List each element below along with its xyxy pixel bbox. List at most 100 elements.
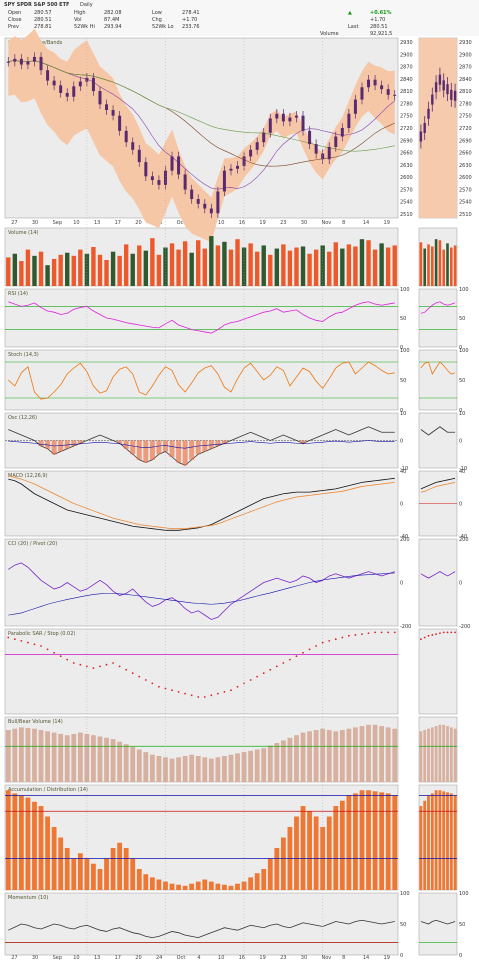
price-scale-label: 2600 — [400, 175, 413, 181]
zoom-scale-label: 50 — [459, 316, 465, 322]
ad-bar — [195, 881, 201, 890]
bullbear-bar — [156, 756, 162, 782]
osc-negative-bar — [221, 440, 227, 444]
quote-header: SPY SPDR S&P 500 ETF Daily Open 280.57 H… — [0, 0, 479, 37]
sar-dot — [118, 665, 121, 668]
zoom-price-scale-label: 2630 — [459, 163, 472, 169]
panel-bg — [4, 628, 399, 715]
x-tick-label: 23 — [280, 220, 286, 226]
osc-negative-bar — [195, 440, 201, 455]
scale-label: 0 — [400, 581, 403, 587]
ad-bar — [136, 869, 142, 890]
ad-bar — [379, 792, 385, 890]
sar-dot — [393, 631, 396, 634]
lo52-value: 233.76 — [182, 24, 200, 30]
zoom-sar-dot — [435, 633, 437, 635]
sar-dot — [33, 643, 36, 646]
bullbear-bar — [71, 733, 77, 782]
bullbear-bar — [254, 749, 260, 782]
ad-bar — [208, 881, 214, 890]
bullbear-bar — [379, 726, 385, 782]
candle-body — [170, 156, 174, 171]
panel-title: Osc (12,26) — [8, 415, 37, 421]
ad-bar — [117, 842, 123, 890]
zoom-price-scale-label: 2750 — [459, 114, 472, 120]
candle-body — [393, 94, 397, 96]
volume-bar — [189, 252, 194, 286]
price-scale-label: 2540 — [400, 200, 413, 206]
volume-bar — [65, 252, 70, 286]
bullbear-bar — [97, 736, 103, 782]
candle-body — [236, 165, 240, 169]
ad-bar — [84, 858, 90, 890]
candle-body — [46, 70, 50, 81]
sar-dot — [262, 672, 265, 675]
zoom-candle-body — [427, 108, 430, 119]
bullbear-bar — [123, 744, 129, 782]
x-tick-label: Oct — [177, 955, 186, 960]
bullbear-bar — [25, 728, 31, 782]
zoom-scale-label: 100 — [459, 348, 469, 354]
volume-bar — [196, 240, 201, 286]
bullbear-bar — [267, 745, 273, 782]
zoom-panel-bg — [418, 628, 458, 715]
ad-bar — [359, 790, 365, 890]
ad-bar — [241, 881, 247, 890]
candle-body — [294, 115, 298, 118]
x-tick-label: Nov — [321, 220, 331, 226]
bullbear-bar — [202, 757, 208, 782]
candle-body — [373, 79, 377, 86]
sar-dot — [171, 689, 173, 692]
sar-dot — [105, 663, 108, 666]
osc-negative-bar — [169, 440, 175, 457]
ad-bar — [372, 791, 378, 890]
volume-bar — [254, 251, 260, 286]
price-scale-label: 2810 — [400, 89, 413, 95]
bullbear-bar — [163, 757, 168, 782]
zoom-ad-bar — [423, 800, 427, 890]
volume-bar — [287, 250, 293, 286]
ad-bar — [25, 797, 31, 890]
osc-line — [8, 426, 395, 466]
volume-bar — [366, 240, 371, 286]
candle-body — [72, 86, 76, 97]
scale-label: 0 — [400, 439, 403, 445]
candle-body — [196, 199, 200, 204]
zoom-panel-bg — [418, 349, 458, 411]
bullbear-bar — [248, 750, 254, 782]
ad-bar — [149, 877, 155, 890]
volume-bar — [268, 254, 273, 286]
bollinger-band — [8, 28, 395, 243]
zoom-scale-label: 100 — [459, 287, 469, 293]
candle-body — [275, 113, 279, 119]
ad-bar — [261, 869, 267, 890]
zoom-scale-label: 0 — [459, 408, 462, 414]
x-tick-label: Nov — [321, 955, 331, 960]
candle-body — [262, 132, 266, 143]
zoom-scale-label: 0 — [459, 439, 462, 445]
bullbear-bar — [300, 732, 306, 782]
panel-title: RSI (14) — [8, 291, 28, 297]
sar-dot — [112, 662, 114, 664]
ad-bar — [274, 848, 280, 890]
zoom-ad-bar — [453, 795, 457, 890]
panel-bg — [4, 716, 399, 783]
volume-total-label: Volume — [320, 31, 339, 37]
ad-bar — [71, 858, 77, 890]
volume-bar — [385, 247, 391, 286]
sar-dot — [302, 651, 304, 654]
sar-dot — [275, 665, 278, 668]
panel-title: Stoch (14,3) — [8, 352, 39, 358]
price-scale-label: 2570 — [400, 187, 413, 193]
bullbear-bar — [38, 730, 44, 782]
candle-body — [301, 115, 305, 131]
zoom-price-scale-label: 2930 — [459, 40, 472, 46]
candle-body — [209, 208, 213, 214]
osc-negative-bar — [136, 440, 142, 460]
panel-bg — [4, 227, 399, 287]
bullbear-bar — [45, 731, 50, 782]
ad-bar — [156, 879, 162, 890]
scale-label: 40 — [400, 469, 406, 475]
bullbear-bar — [51, 732, 57, 782]
panel-title: MACD (12,26,9) — [8, 473, 48, 479]
